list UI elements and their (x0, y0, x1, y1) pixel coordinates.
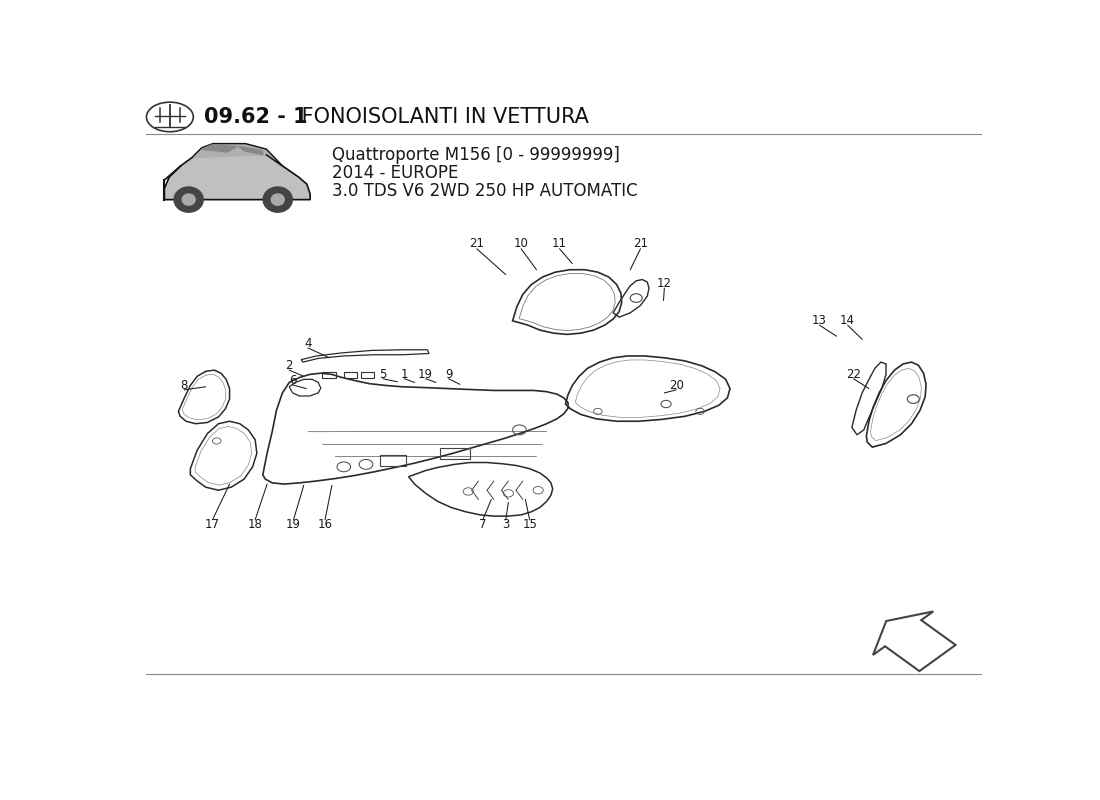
Text: 8: 8 (180, 379, 188, 392)
Text: 1: 1 (400, 368, 408, 381)
Text: 2014 - EUROPE: 2014 - EUROPE (332, 164, 459, 182)
Text: 14: 14 (840, 314, 855, 327)
Text: 11: 11 (552, 238, 567, 250)
Text: 15: 15 (522, 518, 537, 530)
Text: 2: 2 (286, 359, 293, 372)
Text: 13: 13 (812, 314, 827, 327)
Text: Quattroporte M156 [0 - 99999999]: Quattroporte M156 [0 - 99999999] (332, 146, 619, 163)
Text: 18: 18 (248, 518, 263, 530)
Text: 22: 22 (846, 368, 861, 381)
Text: 21: 21 (632, 238, 648, 250)
Text: 16: 16 (318, 518, 332, 530)
Text: 3: 3 (502, 518, 509, 530)
Text: 09.62 - 1: 09.62 - 1 (204, 107, 308, 127)
Text: 9: 9 (444, 368, 452, 381)
Text: 21: 21 (470, 238, 484, 250)
Text: 19: 19 (418, 368, 433, 381)
Text: 19: 19 (286, 518, 301, 530)
Text: 10: 10 (514, 238, 529, 250)
Text: 3.0 TDS V6 2WD 250 HP AUTOMATIC: 3.0 TDS V6 2WD 250 HP AUTOMATIC (332, 182, 638, 201)
Text: FONOISOLANTI IN VETTURA: FONOISOLANTI IN VETTURA (295, 107, 590, 127)
Text: 12: 12 (657, 278, 672, 290)
Text: 6: 6 (289, 374, 296, 387)
Text: 4: 4 (305, 337, 311, 350)
Text: 17: 17 (205, 518, 220, 530)
Text: 5: 5 (379, 368, 387, 381)
Text: 7: 7 (478, 518, 486, 530)
Text: 20: 20 (669, 379, 684, 392)
